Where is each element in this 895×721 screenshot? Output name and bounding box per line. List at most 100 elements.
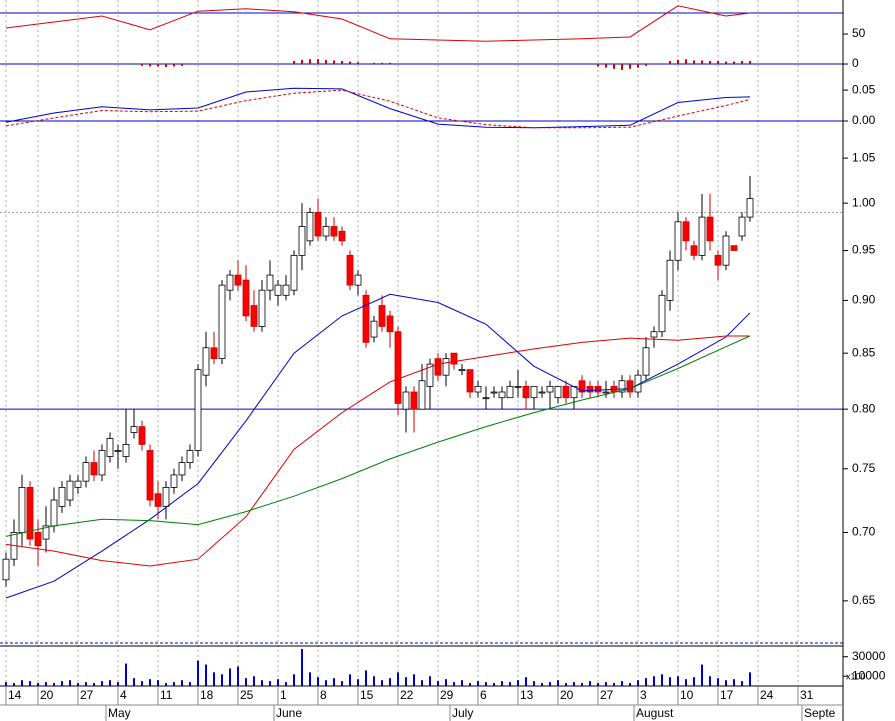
candle-body [546, 385, 554, 393]
volume-bar [597, 683, 599, 686]
volume-bar [133, 678, 135, 686]
x-tick-label: 10 [680, 688, 694, 702]
candle-body [578, 380, 586, 393]
candle-body [370, 320, 378, 338]
candle-body [698, 216, 706, 256]
y-tick-label: 0 [852, 56, 859, 70]
histogram-bar [597, 64, 599, 67]
y-tick-label: 0.80 [852, 401, 876, 415]
volume-bar [549, 682, 551, 686]
histogram-bar [173, 64, 175, 67]
month-label: May [108, 706, 131, 720]
volume-bar [277, 679, 279, 686]
candle-body [690, 245, 698, 256]
histogram-bar [141, 64, 143, 66]
volume-bar [349, 674, 351, 686]
candle-body [274, 284, 282, 296]
histogram-bar [669, 61, 671, 65]
volume-bar [229, 668, 231, 686]
histogram-bar [709, 61, 711, 65]
y-tick-label: 0.90 [852, 293, 876, 307]
candle-body [426, 363, 434, 387]
month-label: July [452, 706, 473, 720]
volume-bar [365, 670, 367, 686]
candle-body [594, 385, 602, 393]
y-tick-label: 0.05 [852, 82, 876, 96]
candle-body [122, 444, 130, 457]
candle-body [402, 391, 410, 410]
volume-bar [213, 672, 215, 686]
volume-bar [637, 680, 639, 686]
y-tick-label: 0.75 [852, 461, 876, 475]
candle-body [162, 486, 170, 507]
candle-body [74, 480, 82, 488]
volume-bar [581, 683, 583, 686]
x-tick-label: 15 [360, 688, 374, 702]
x-tick-label: 4 [120, 688, 127, 702]
histogram-bar [613, 64, 615, 69]
x-tick-label: 29 [440, 688, 454, 702]
volume-bar [53, 683, 55, 686]
candle-body [586, 385, 594, 393]
volume-bar [717, 678, 719, 686]
candle-body [338, 230, 346, 242]
candle-body [418, 380, 426, 410]
volume-bar [237, 666, 239, 686]
volume-bar [285, 682, 287, 686]
candle-body [98, 450, 106, 476]
volume-bar [93, 683, 95, 686]
volume-bar [109, 680, 111, 686]
volume-bar [61, 681, 63, 686]
volume-bar [165, 683, 167, 686]
candle-body [378, 305, 386, 327]
volume-bar [261, 680, 263, 686]
candle-body [658, 294, 666, 333]
volume-bar [101, 681, 103, 686]
volume-bar [245, 678, 247, 686]
candle-body [42, 525, 50, 540]
candle-body [602, 391, 610, 394]
volume-bar [701, 664, 703, 686]
histogram-bar [749, 61, 751, 65]
histogram-bar [165, 64, 167, 68]
volume-bar [181, 680, 183, 686]
volume-bar [613, 683, 615, 686]
candle-body [730, 245, 738, 251]
candle-body [202, 347, 210, 376]
volume-bar [381, 680, 383, 686]
volume-bar [333, 678, 335, 686]
y-tick-label: 0.95 [852, 243, 876, 257]
candle-body [674, 221, 682, 261]
y-tick-label: 0.65 [852, 593, 876, 607]
volume-bar [469, 683, 471, 686]
candle-body [346, 254, 354, 286]
volume-bar [685, 679, 687, 686]
candle-body [642, 347, 650, 376]
volume-bar [253, 676, 255, 686]
volume-bar [13, 683, 15, 686]
candle-body [650, 331, 658, 338]
indicator-line [5, 87, 751, 129]
candle-body [434, 358, 442, 376]
candle-body [626, 380, 634, 393]
volume-bar [269, 681, 271, 686]
volume-bar [125, 663, 127, 686]
candle-body [410, 391, 418, 410]
volume-bar [21, 680, 23, 686]
volume-bar [453, 682, 455, 686]
candle-body [498, 391, 506, 399]
candle-body [258, 289, 266, 327]
histogram-bar [333, 60, 335, 65]
histogram-bar [637, 64, 639, 68]
candle-body [538, 391, 546, 394]
candle-body [466, 369, 474, 393]
volume-bar [421, 680, 423, 686]
candle-body [490, 391, 498, 394]
candle-body [226, 274, 234, 291]
volume-bar [173, 682, 175, 686]
volume-bar [677, 676, 679, 686]
candle-body [138, 426, 146, 445]
volume-bar [149, 679, 151, 686]
candle-body [386, 315, 394, 333]
candle-body [666, 259, 674, 301]
